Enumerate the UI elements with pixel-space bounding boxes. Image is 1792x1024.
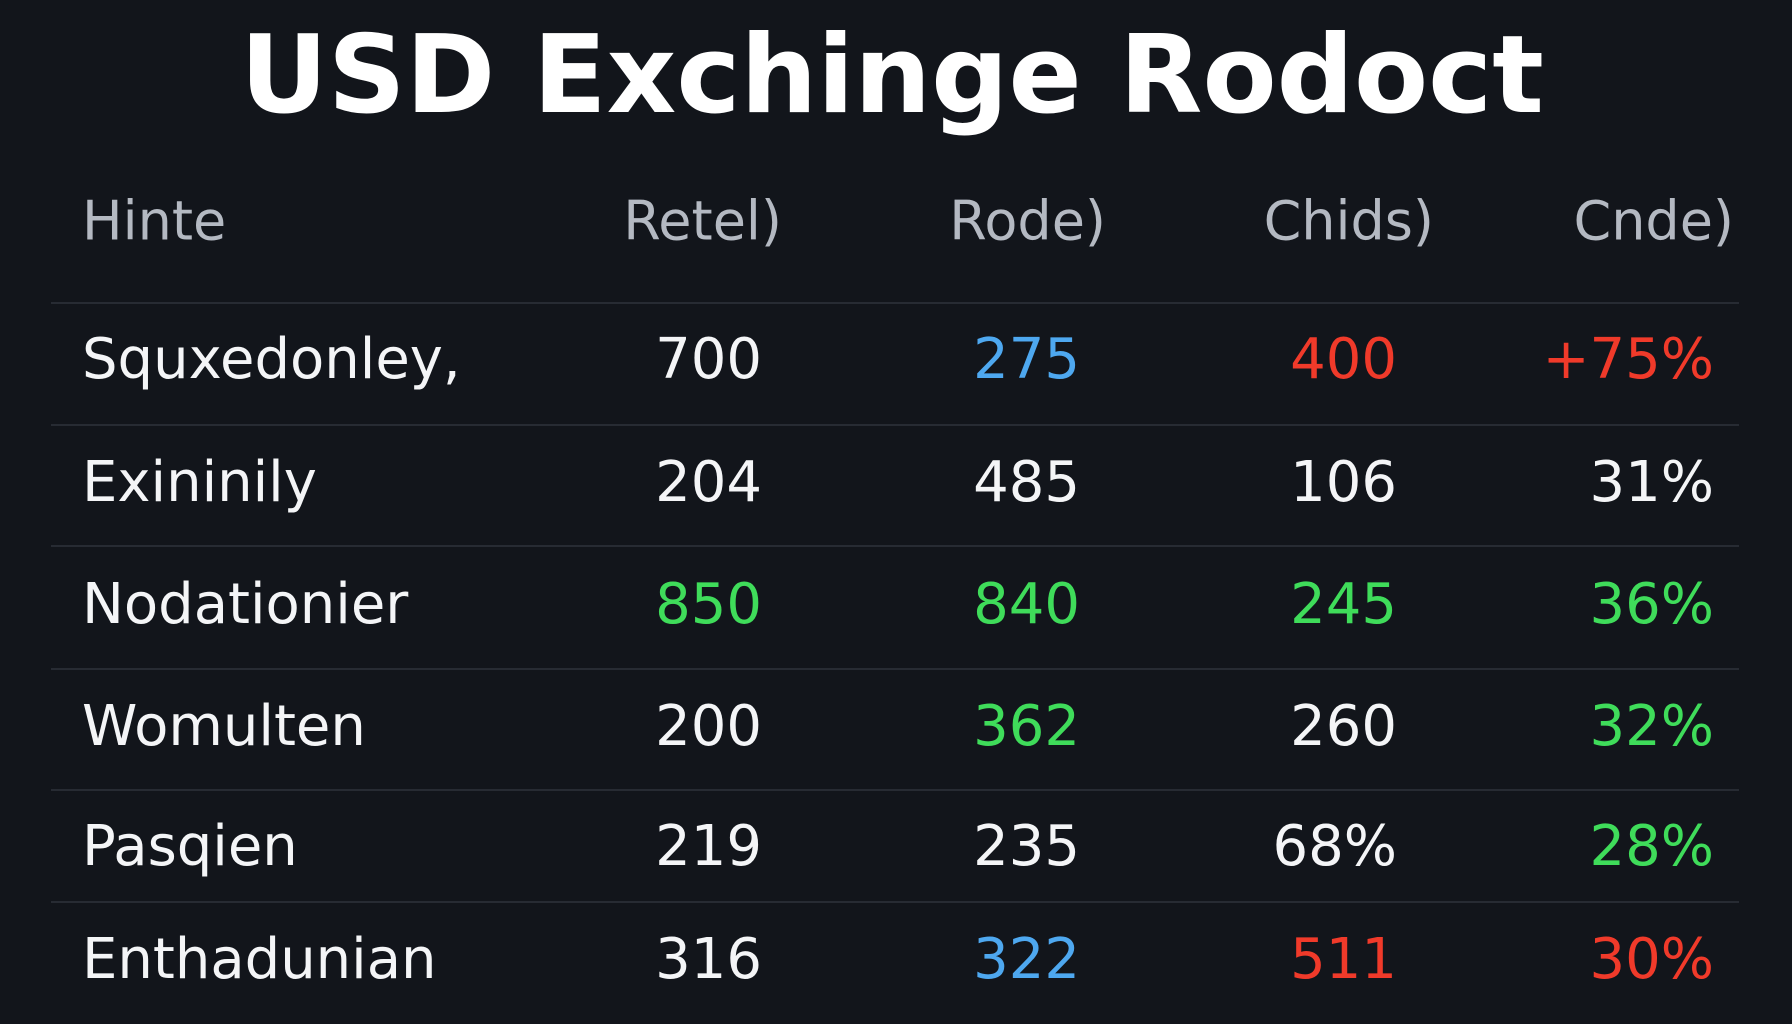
table-cell: 362 (973, 694, 1080, 759)
row-label: Womulten (82, 694, 366, 759)
column-header: Retel) (623, 190, 782, 253)
table-cell: 840 (973, 572, 1080, 637)
column-header: Chids) (1264, 190, 1434, 253)
column-header: Hinte (82, 190, 226, 253)
table-cell: 36% (1590, 572, 1714, 637)
table-cell: 275 (973, 327, 1080, 392)
table-cell: 245 (1290, 572, 1397, 637)
table-cell: 511 (1290, 927, 1397, 992)
column-header: Rode) (949, 190, 1106, 253)
column-header: Cnde) (1574, 190, 1735, 253)
table-cell: 700 (655, 327, 762, 392)
row-label: Pasqien (82, 814, 298, 879)
page-title: USD Exchinge Rodoct (240, 13, 1544, 138)
table-cell: 485 (973, 450, 1080, 515)
table-cell: 200 (655, 694, 762, 759)
table-cell: 400 (1290, 327, 1397, 392)
row-label: Squxedonley, (82, 327, 461, 392)
row-label: Enthadunian (82, 927, 437, 992)
table-cell: 235 (973, 814, 1080, 879)
table-cell: 322 (973, 927, 1080, 992)
table-cell: 219 (655, 814, 762, 879)
row-label: Exininily (82, 450, 317, 515)
table-cell: 28% (1590, 814, 1714, 879)
table-cell: 30% (1590, 927, 1714, 992)
table-cell: 204 (655, 450, 762, 515)
table-cell: +75% (1543, 327, 1714, 392)
table-cell: 32% (1590, 694, 1714, 759)
table-cell: 850 (655, 572, 762, 637)
row-label: Nodationier (82, 572, 409, 637)
table-cell: 106 (1290, 450, 1397, 515)
table-cell: 68% (1273, 814, 1397, 879)
table-cell: 31% (1590, 450, 1714, 515)
table-cell: 316 (655, 927, 762, 992)
table-cell: 260 (1290, 694, 1397, 759)
